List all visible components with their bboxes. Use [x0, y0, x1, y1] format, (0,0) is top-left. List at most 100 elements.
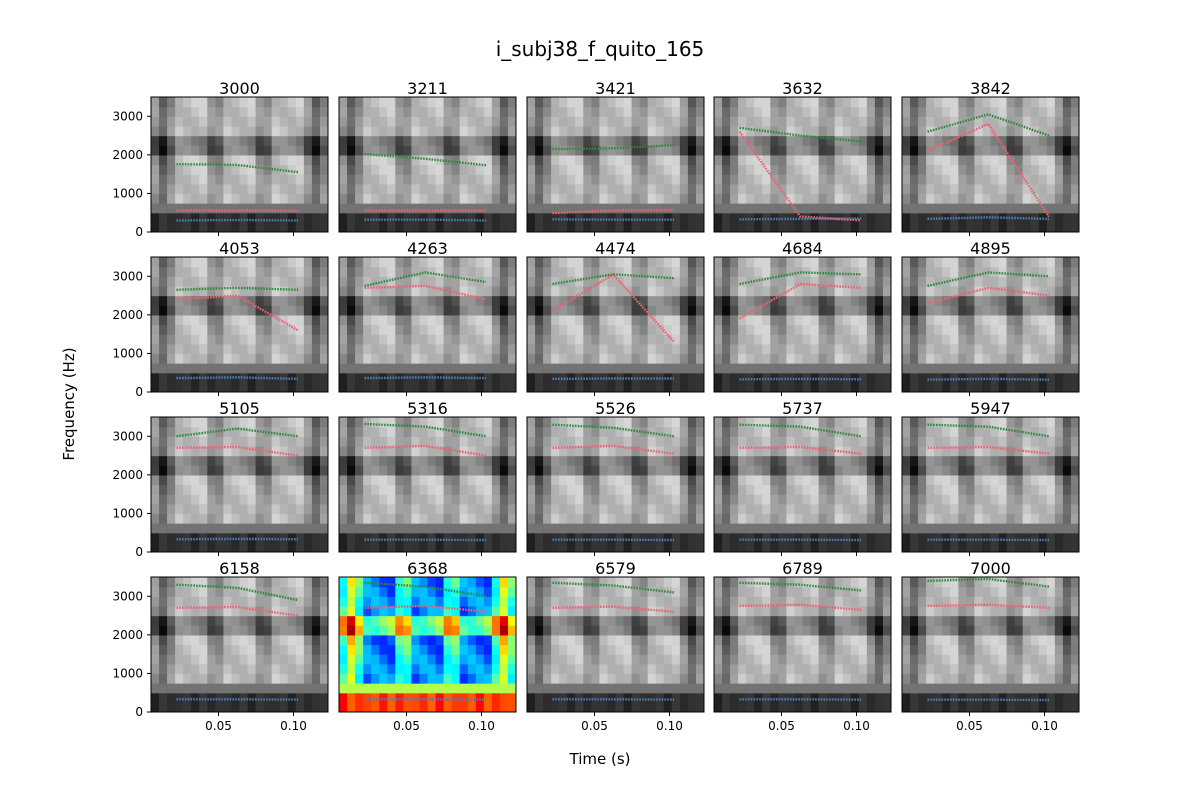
spectrogram-cell — [355, 334, 364, 345]
spectrogram-cell — [247, 494, 257, 505]
spectrogram-cell — [355, 145, 364, 156]
spectrogram-cell — [714, 417, 723, 428]
spectrogram-cell — [507, 465, 516, 476]
spectrogram-cell — [1062, 484, 1072, 495]
spectrogram-cell — [151, 324, 160, 335]
spectrogram-cell — [435, 324, 445, 335]
spectrogram-cell — [419, 222, 429, 232]
spectrogram-cell — [695, 426, 704, 437]
spectrogram-cell — [467, 532, 477, 543]
spectrogram-cell — [1054, 106, 1064, 117]
spectrogram-cell — [363, 465, 372, 476]
spectrogram-cell — [311, 334, 321, 345]
spectrogram-cell — [1030, 494, 1040, 505]
spectrogram-cell — [223, 417, 233, 428]
spectrogram-cell — [882, 363, 891, 374]
spectrogram-cell — [175, 382, 184, 392]
spectrogram-cell — [591, 343, 601, 355]
spectrogram-cell — [1062, 436, 1072, 447]
spectrogram-cell — [926, 222, 935, 232]
spectrogram-cell — [762, 276, 771, 287]
spectrogram-cell — [575, 193, 584, 204]
spectrogram-cell — [339, 276, 348, 287]
spectrogram-cell — [467, 436, 477, 447]
spectrogram-cell — [918, 532, 927, 543]
spectrogram-cell — [295, 125, 305, 137]
spectrogram-cell — [1062, 474, 1072, 486]
spectrogram-cell — [966, 222, 976, 232]
spectrogram-cell — [982, 343, 992, 355]
spectrogram-cell — [507, 116, 516, 127]
spectrogram-cell — [679, 116, 689, 127]
spectrogram-cell — [687, 382, 697, 392]
spectrogram-cell — [810, 426, 820, 437]
spectrogram-panel-4474: 4474 — [526, 239, 705, 396]
spectrogram-cell — [371, 474, 380, 486]
spectrogram-cell — [874, 193, 884, 204]
spectrogram-cell — [583, 314, 592, 326]
spectrogram-cell — [918, 266, 927, 277]
spectrogram-cell — [239, 654, 249, 665]
spectrogram-cell — [207, 417, 216, 428]
spectrogram-cell — [1054, 353, 1064, 364]
spectrogram-cell — [311, 154, 321, 166]
spectrogram-cell — [167, 474, 176, 486]
spectrogram-cell — [247, 343, 257, 355]
spectrogram-cell — [738, 503, 747, 515]
spectrogram-image — [527, 257, 704, 392]
spectrogram-cell — [655, 97, 665, 108]
spectrogram-cell — [1030, 436, 1040, 447]
spectrogram-cell — [730, 97, 739, 108]
spectrogram-cell — [387, 353, 396, 364]
spectrogram-cell — [746, 125, 755, 137]
spectrogram-cell — [990, 542, 1000, 552]
spectrogram-cell — [974, 494, 984, 505]
spectrogram-cell — [615, 154, 625, 166]
spectrogram-cell — [794, 145, 804, 156]
spectrogram-cell — [567, 183, 576, 195]
spectrogram-cell — [443, 203, 453, 214]
spectrogram-cell — [427, 305, 437, 316]
spectrogram-cell — [319, 372, 328, 383]
panel-frame — [150, 416, 329, 553]
spectrogram-cell — [802, 193, 812, 204]
spectrogram-cell — [191, 692, 200, 703]
spectrogram-cell — [858, 455, 868, 466]
spectrogram-cell — [934, 154, 943, 166]
spectrogram-cell — [199, 542, 208, 552]
spectrogram-cell — [730, 266, 739, 277]
spectrogram-cell — [850, 164, 860, 175]
spectrogram-cell — [347, 285, 356, 297]
spectrogram-cell — [866, 363, 876, 374]
spectrogram-cell — [926, 106, 935, 117]
y-axis-label: Frequency (Hz) — [60, 347, 78, 460]
spectrogram-cell — [319, 183, 328, 195]
spectrogram-cell — [403, 212, 413, 223]
spectrogram-cell — [443, 97, 453, 108]
panel-frame — [150, 256, 329, 393]
spectrogram-cell — [714, 513, 723, 524]
spectrogram-cell — [199, 577, 208, 588]
spectrogram-cell — [730, 426, 739, 437]
spectrogram-cell — [255, 465, 265, 476]
spectrogram-cell — [687, 436, 697, 447]
spectrogram-cell — [231, 276, 241, 287]
spectrogram-cell — [615, 116, 625, 127]
spectrogram-cell — [850, 334, 860, 345]
spectrogram-cell — [507, 106, 516, 117]
spectrogram-cell — [295, 494, 305, 505]
spectrogram-cell — [207, 654, 216, 665]
spectrogram-cell — [826, 222, 836, 232]
spectrogram-cell — [175, 513, 184, 524]
spectrogram-cell — [1038, 513, 1048, 524]
spectrogram-cell — [311, 257, 321, 268]
spectrogram-cell — [411, 183, 421, 195]
spectrogram-cell — [958, 203, 967, 214]
spectrogram-cell — [918, 417, 927, 428]
spectrogram-cell — [966, 353, 976, 364]
spectrogram-cell — [842, 183, 852, 195]
spectrogram-cell — [858, 193, 868, 204]
spectrogram-cell — [551, 334, 560, 345]
spectrogram-cell — [982, 382, 992, 392]
spectrogram-cell — [507, 523, 516, 534]
